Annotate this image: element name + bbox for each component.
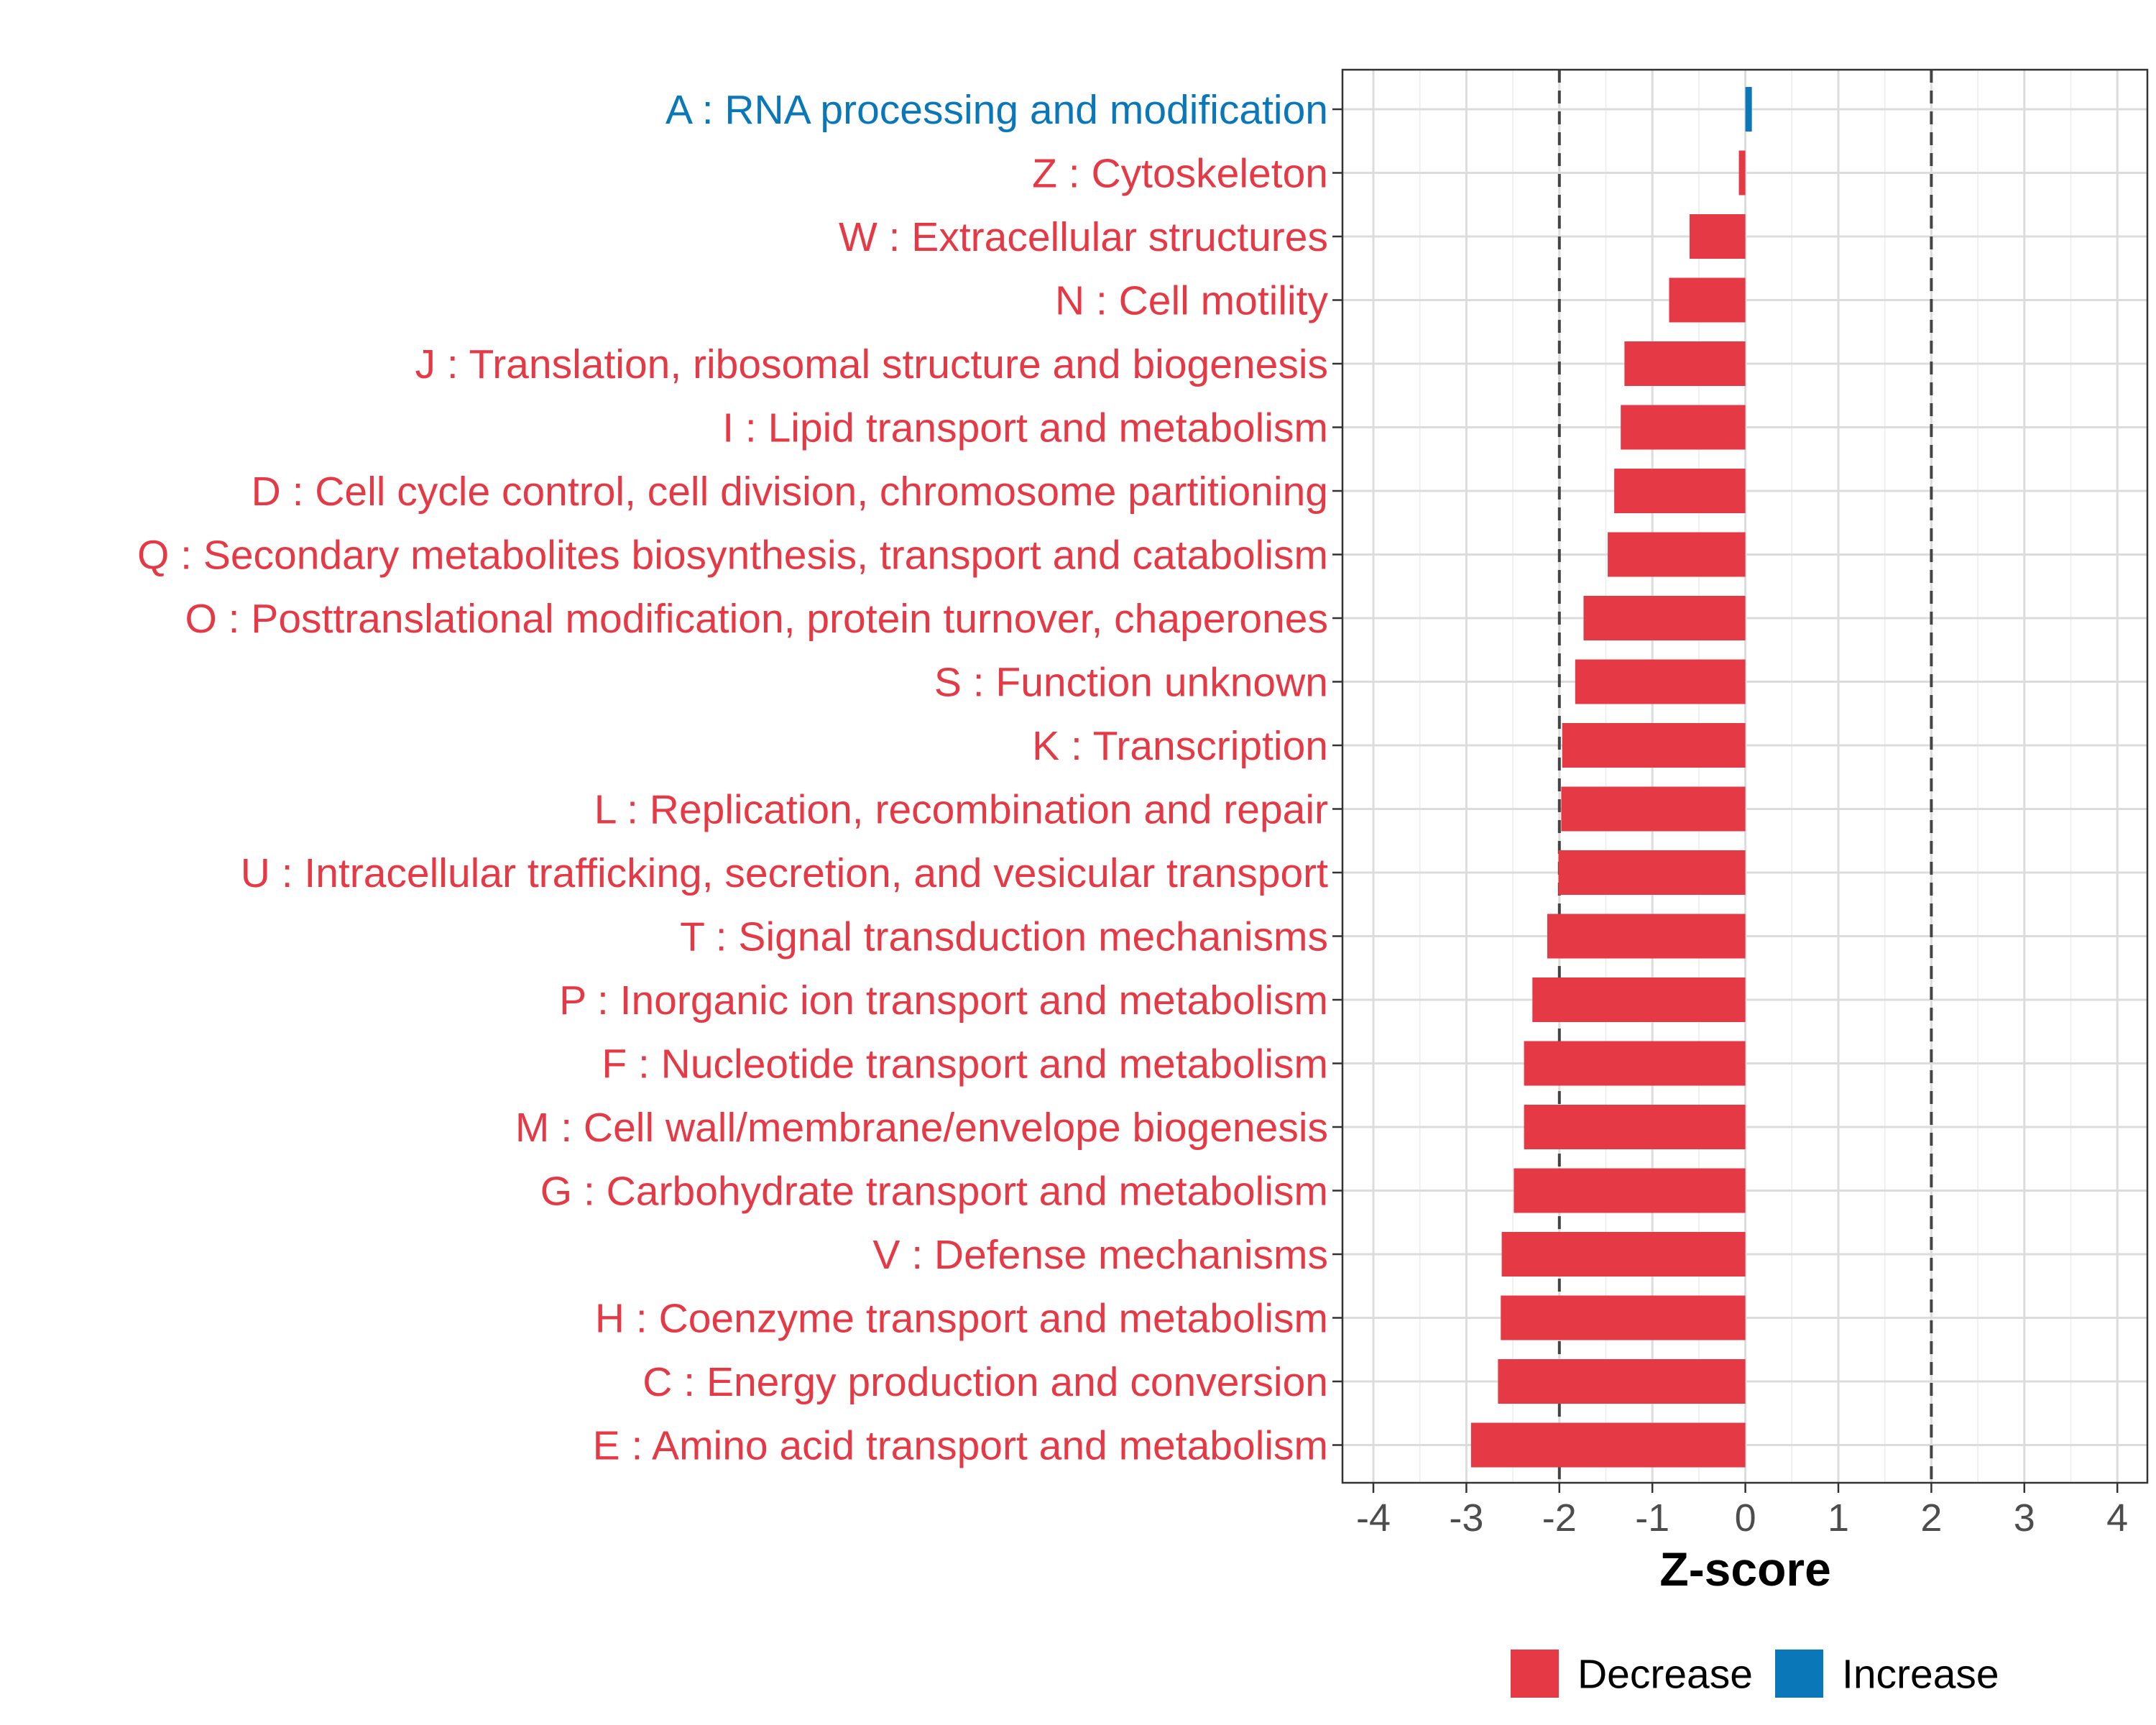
y-axis-ticks [1332,108,1342,1446]
bar [1514,1168,1746,1213]
bar [1608,532,1746,577]
category-label: K : Transcription [1032,723,1328,769]
x-axis-ticks: -4 -3 -2 -1 0 1 2 3 4 [1356,1483,2128,1540]
category-label: O : Posttranslational modification, prot… [185,596,1328,642]
bar [1575,659,1746,704]
legend-label-decrease: Decrease [1577,1652,1753,1698]
category-label: F : Nucleotide transport and metabolism [602,1041,1328,1087]
bar [1669,277,1746,323]
x-tick-label: 4 [2106,1496,2128,1540]
category-label: L : Replication, recombination and repai… [594,787,1328,833]
category-label: I : Lipid transport and metabolism [722,405,1328,451]
bar [1562,723,1746,768]
y-axis-labels: A : RNA processing and modification Z : C… [137,87,1329,1469]
category-label: G : Carbohydrate transport and metabolis… [540,1169,1328,1215]
legend: Decrease Increase [1511,1650,1999,1698]
bar [1745,87,1752,132]
x-tick-label: -3 [1449,1496,1483,1540]
category-label: T : Signal transduction mechanisms [680,914,1328,960]
legend-key-decrease [1511,1650,1559,1698]
x-axis-title: Z-score [1659,1542,1830,1596]
category-label: Q : Secondary metabolites biosynthesis, … [137,533,1328,579]
bar [1624,341,1746,386]
x-tick-label: 0 [1735,1496,1756,1540]
category-label: N : Cell motility [1055,278,1329,324]
x-tick-label: -1 [1635,1496,1669,1540]
category-label: D : Cell cycle control, cell division, c… [252,469,1328,515]
legend-key-increase [1775,1650,1823,1698]
bar [1561,786,1746,832]
category-label: J : Translation, ribosomal structure and… [415,341,1328,387]
bar [1547,914,1746,959]
legend-label-increase: Increase [1842,1652,1999,1698]
bar [1621,405,1746,450]
x-tick-label: -2 [1542,1496,1577,1540]
bar [1524,1105,1746,1149]
bar [1470,1422,1746,1468]
category-label: S : Function unknown [934,660,1328,706]
category-label: H : Coenzyme transport and metabolism [595,1296,1328,1342]
category-label: Z : Cytoskeleton [1032,151,1328,197]
bars [1470,87,1752,1468]
x-tick-label: 3 [2014,1496,2035,1540]
bar [1738,150,1746,196]
category-label: M : Cell wall/membrane/envelope biogenes… [515,1105,1328,1151]
bar [1614,469,1746,513]
x-tick-label: 1 [1828,1496,1849,1540]
category-label: W : Extracellular structures [839,214,1328,260]
x-tick-label: 2 [1920,1496,1942,1540]
category-label: C : Energy production and conversion [642,1359,1328,1405]
category-label: P : Inorganic ion transport and metaboli… [559,978,1328,1024]
bar [1501,1232,1746,1276]
category-label: A : RNA processing and modification [665,87,1328,133]
category-label: V : Defense mechanisms [872,1232,1328,1278]
bar [1501,1295,1746,1340]
bar [1532,978,1746,1022]
bar [1524,1041,1746,1086]
x-tick-label: -4 [1356,1496,1391,1540]
bar [1498,1359,1746,1404]
bar [1583,596,1746,640]
category-label: U : Intracellular trafficking, secretion… [241,850,1328,896]
bar [1689,214,1746,259]
bar [1558,850,1746,895]
category-label: E : Amino acid transport and metabolism [593,1423,1328,1469]
